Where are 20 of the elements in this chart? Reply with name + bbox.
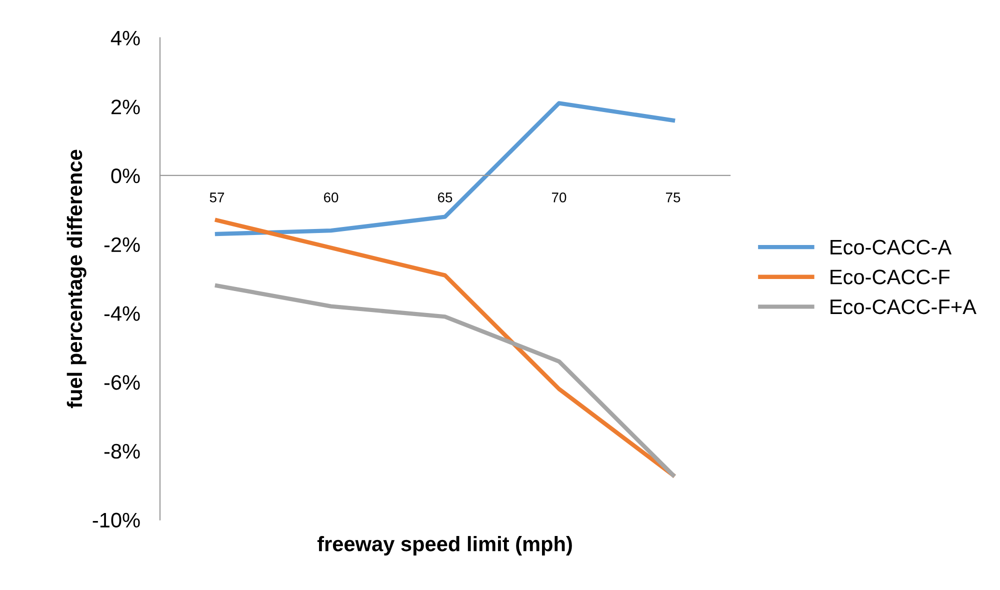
- x-tick-label: 65: [438, 192, 452, 202]
- y-axis-title: fuel percentage difference: [66, 150, 86, 408]
- y-tick-label: -2%: [104, 237, 140, 252]
- y-tick-label: 4%: [110, 30, 140, 46]
- y-tick-label: -6%: [104, 375, 140, 390]
- legend-label: Eco-CACC-F+A: [830, 299, 976, 314]
- y-tick-label: 0%: [111, 168, 140, 184]
- line-series: [214, 284, 676, 478]
- x-tick-label: 60: [324, 192, 338, 202]
- legend-label: Eco-CACC-A: [830, 240, 952, 255]
- y-tick-label: -10%: [92, 512, 140, 528]
- y-tick-label: 2%: [111, 100, 140, 114]
- y-tick-label: -4%: [104, 306, 140, 321]
- x-axis-title: freeway speed limit (mph): [317, 536, 572, 556]
- x-tick-label: 57: [210, 192, 224, 202]
- x-tick-label: 70: [552, 192, 566, 202]
- x-tick-label: 75: [666, 192, 680, 202]
- legend-label: Eco-CACC-F: [830, 270, 950, 284]
- line-series: [214, 218, 676, 478]
- y-tick-label: -8%: [104, 444, 140, 459]
